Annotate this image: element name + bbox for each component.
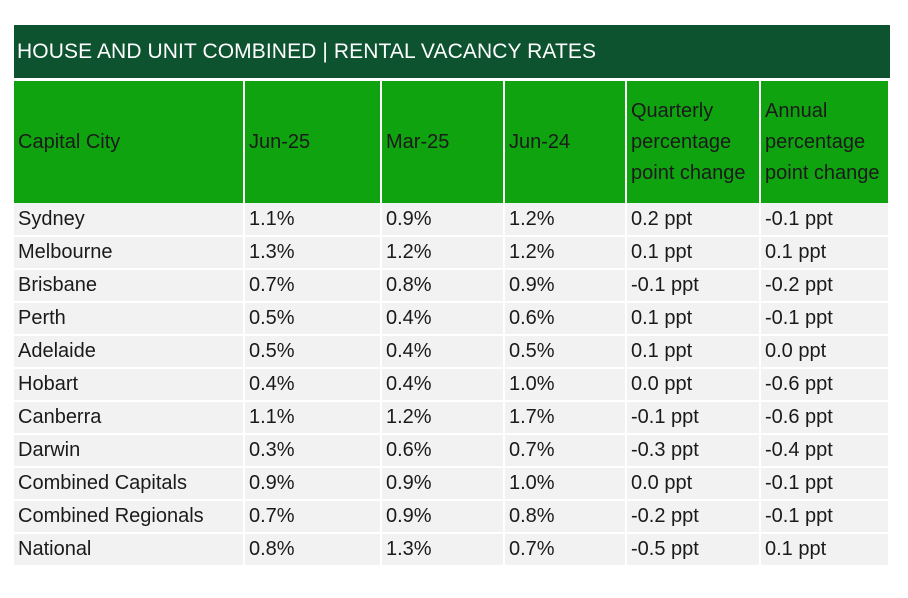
cell-jun-24: 1.7% — [504, 401, 627, 435]
table-row: Adelaide 0.5% 0.4% 0.5% 0.1 ppt 0.0 ppt — [14, 335, 888, 369]
cell-jun-25: 1.1% — [244, 203, 382, 237]
cell-jun-25: 0.8% — [244, 533, 382, 567]
cell-jun-25: 0.3% — [244, 434, 382, 468]
cell-mar-25: 1.2% — [381, 401, 505, 435]
cell-quarterly-change: 0.0 ppt — [626, 467, 761, 501]
cell-jun-24: 0.6% — [504, 302, 627, 336]
cell-city: Melbourne — [14, 236, 245, 270]
cell-annual-change: -0.1 ppt — [760, 302, 888, 336]
cell-mar-25: 1.3% — [381, 533, 505, 567]
cell-jun-24: 0.7% — [504, 533, 627, 567]
cell-mar-25: 0.4% — [381, 368, 505, 402]
cell-jun-24: 1.0% — [504, 467, 627, 501]
cell-jun-25: 1.1% — [244, 401, 382, 435]
cell-jun-25: 0.4% — [244, 368, 382, 402]
cell-jun-24: 0.5% — [504, 335, 627, 369]
vacancy-rates-table-container: HOUSE AND UNIT COMBINED | RENTAL VACANCY… — [14, 25, 890, 567]
cell-quarterly-change: 0.1 ppt — [626, 302, 761, 336]
cell-jun-25: 0.5% — [244, 302, 382, 336]
cell-city: Combined Regionals — [14, 500, 245, 534]
cell-jun-25: 1.3% — [244, 236, 382, 270]
table-row: Perth 0.5% 0.4% 0.6% 0.1 ppt -0.1 ppt — [14, 302, 888, 336]
cell-city: Sydney — [14, 203, 245, 237]
cell-jun-24: 1.2% — [504, 236, 627, 270]
header-row: Capital City Jun-25 Mar-25 Jun-24 Quarte… — [14, 81, 888, 203]
cell-mar-25: 0.4% — [381, 335, 505, 369]
vacancy-rates-table: Capital City Jun-25 Mar-25 Jun-24 Quarte… — [14, 81, 888, 567]
cell-mar-25: 0.4% — [381, 302, 505, 336]
cell-city: Adelaide — [14, 335, 245, 369]
cell-annual-change: -0.1 ppt — [760, 500, 888, 534]
cell-quarterly-change: -0.2 ppt — [626, 500, 761, 534]
cell-quarterly-change: 0.2 ppt — [626, 203, 761, 237]
cell-jun-24: 0.9% — [504, 269, 627, 303]
table-row: Melbourne 1.3% 1.2% 1.2% 0.1 ppt 0.1 ppt — [14, 236, 888, 270]
table-row: Hobart 0.4% 0.4% 1.0% 0.0 ppt -0.6 ppt — [14, 368, 888, 402]
cell-quarterly-change: -0.5 ppt — [626, 533, 761, 567]
cell-mar-25: 0.6% — [381, 434, 505, 468]
cell-annual-change: 0.1 ppt — [760, 236, 888, 270]
table-row: Combined Regionals 0.7% 0.9% 0.8% -0.2 p… — [14, 500, 888, 534]
cell-annual-change: 0.0 ppt — [760, 335, 888, 369]
table-row: Combined Capitals 0.9% 0.9% 1.0% 0.0 ppt… — [14, 467, 888, 501]
cell-city: Brisbane — [14, 269, 245, 303]
cell-city: Canberra — [14, 401, 245, 435]
cell-annual-change: -0.6 ppt — [760, 368, 888, 402]
cell-jun-25: 0.7% — [244, 500, 382, 534]
cell-annual-change: -0.1 ppt — [760, 203, 888, 237]
cell-jun-25: 0.9% — [244, 467, 382, 501]
table-row: National 0.8% 1.3% 0.7% -0.5 ppt 0.1 ppt — [14, 533, 888, 567]
cell-quarterly-change: -0.1 ppt — [626, 269, 761, 303]
cell-annual-change: -0.2 ppt — [760, 269, 888, 303]
cell-quarterly-change: -0.3 ppt — [626, 434, 761, 468]
table-row: Brisbane 0.7% 0.8% 0.9% -0.1 ppt -0.2 pp… — [14, 269, 888, 303]
cell-mar-25: 1.2% — [381, 236, 505, 270]
cell-mar-25: 0.9% — [381, 203, 505, 237]
header-mar-25: Mar-25 — [381, 81, 505, 203]
cell-quarterly-change: 0.0 ppt — [626, 368, 761, 402]
table-row: Sydney 1.1% 0.9% 1.2% 0.2 ppt -0.1 ppt — [14, 203, 888, 237]
cell-annual-change: 0.1 ppt — [760, 533, 888, 567]
table-title: HOUSE AND UNIT COMBINED | RENTAL VACANCY… — [14, 25, 890, 81]
header-jun-25: Jun-25 — [244, 81, 382, 203]
cell-jun-25: 0.7% — [244, 269, 382, 303]
header-annual-change: Annual percentage point change — [760, 81, 888, 203]
cell-city: Perth — [14, 302, 245, 336]
cell-mar-25: 0.8% — [381, 269, 505, 303]
header-quarterly-change: Quarterly percentage point change — [626, 81, 761, 203]
cell-annual-change: -0.6 ppt — [760, 401, 888, 435]
header-capital-city: Capital City — [14, 81, 245, 203]
cell-jun-25: 0.5% — [244, 335, 382, 369]
cell-mar-25: 0.9% — [381, 467, 505, 501]
cell-quarterly-change: -0.1 ppt — [626, 401, 761, 435]
header-jun-24: Jun-24 — [504, 81, 627, 203]
cell-annual-change: -0.4 ppt — [760, 434, 888, 468]
cell-quarterly-change: 0.1 ppt — [626, 236, 761, 270]
cell-jun-24: 1.0% — [504, 368, 627, 402]
cell-mar-25: 0.9% — [381, 500, 505, 534]
table-row: Darwin 0.3% 0.6% 0.7% -0.3 ppt -0.4 ppt — [14, 434, 888, 468]
cell-city: Darwin — [14, 434, 245, 468]
cell-jun-24: 1.2% — [504, 203, 627, 237]
cell-city: National — [14, 533, 245, 567]
cell-annual-change: -0.1 ppt — [760, 467, 888, 501]
cell-quarterly-change: 0.1 ppt — [626, 335, 761, 369]
cell-city: Combined Capitals — [14, 467, 245, 501]
cell-city: Hobart — [14, 368, 245, 402]
table-row: Canberra 1.1% 1.2% 1.7% -0.1 ppt -0.6 pp… — [14, 401, 888, 435]
cell-jun-24: 0.7% — [504, 434, 627, 468]
cell-jun-24: 0.8% — [504, 500, 627, 534]
